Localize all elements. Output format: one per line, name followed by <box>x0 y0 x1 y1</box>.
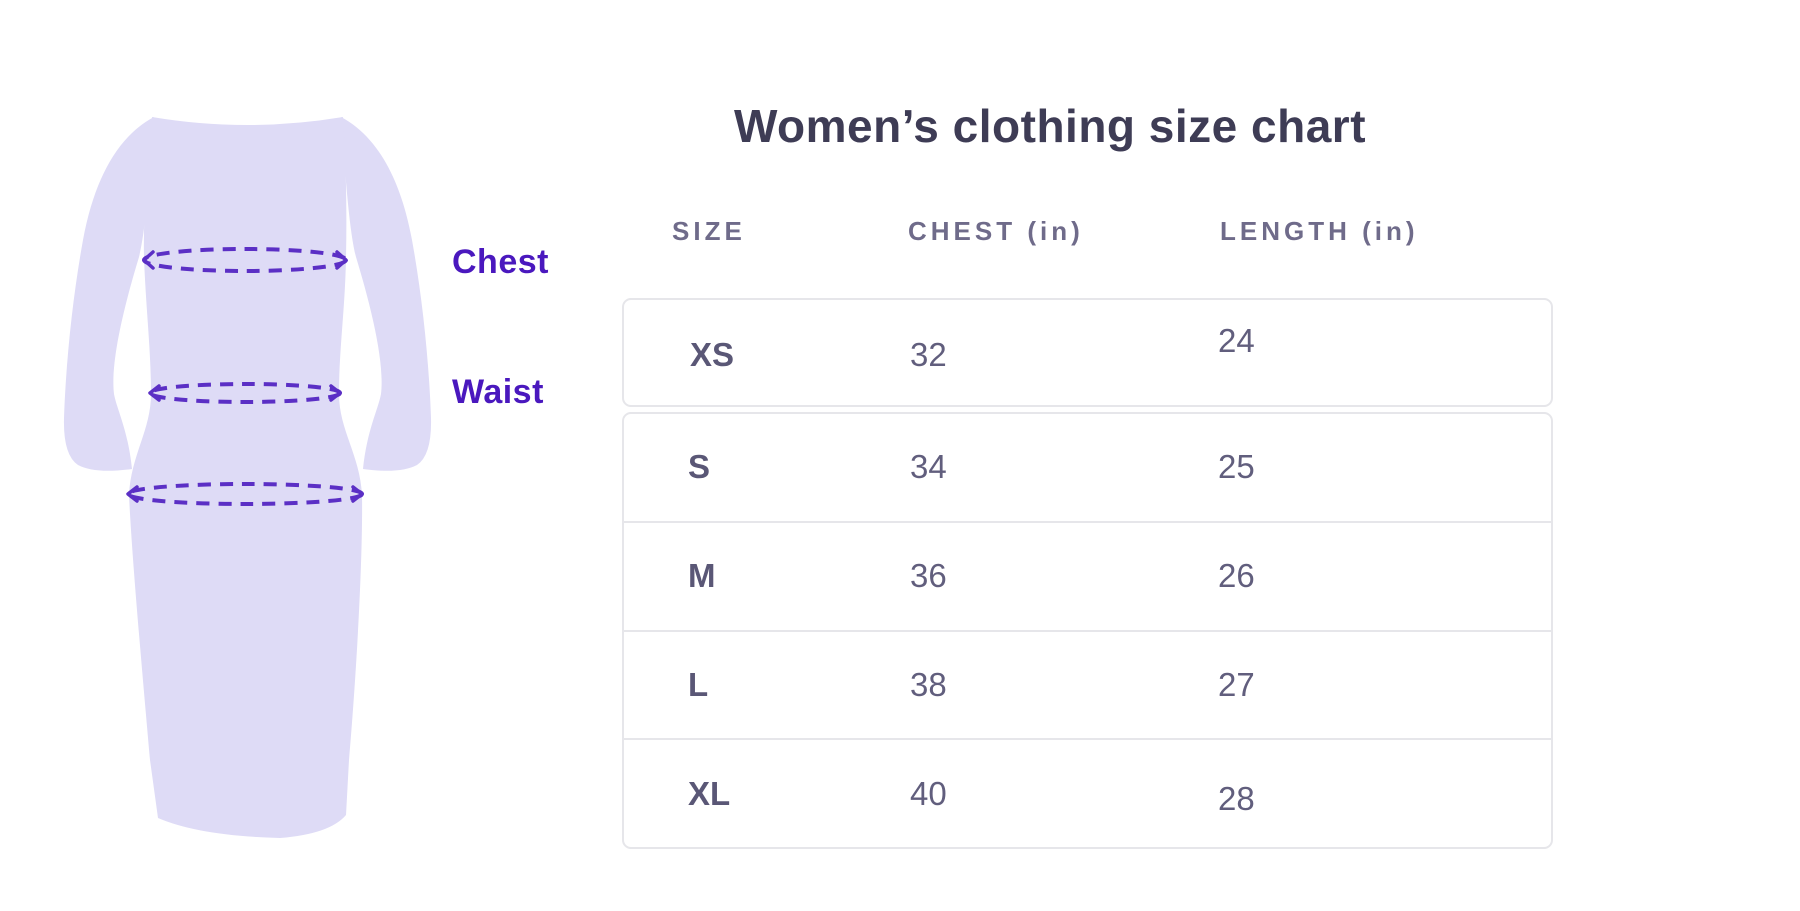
length-cell: 28 <box>1218 779 1255 817</box>
size-table-row-xs: XS 32 24 <box>622 298 1553 407</box>
table-row: XL 40 28 <box>624 738 1551 847</box>
chest-cell: 36 <box>910 557 947 595</box>
dress-body <box>129 117 363 838</box>
size-cell: XL <box>688 774 731 812</box>
size-table-rows: S 34 25 M 36 26 L 38 27 XL 40 28 <box>622 412 1553 849</box>
size-cell: XS <box>690 335 735 373</box>
table-row: XS 32 24 <box>624 300 1551 409</box>
column-header-length: LENGTH (in) <box>1220 216 1419 246</box>
chest-cell: 40 <box>910 774 947 812</box>
chest-cell: 32 <box>910 335 947 373</box>
page-title: Women’s clothing size chart <box>733 100 1367 152</box>
length-cell: 27 <box>1218 665 1255 703</box>
waist-measure-arrows <box>148 384 342 402</box>
size-cell: L <box>688 665 709 703</box>
chest-cell: 38 <box>910 665 947 703</box>
column-header-chest: CHEST (in) <box>908 216 1084 246</box>
size-cell: S <box>688 448 711 486</box>
dress-right-sleeve <box>341 117 432 471</box>
waist-label: Waist <box>452 373 544 411</box>
table-row: S 34 25 <box>624 414 1551 521</box>
hip-measure-arrows <box>126 485 364 503</box>
length-cell: 26 <box>1218 557 1255 595</box>
length-cell: 25 <box>1218 448 1255 486</box>
table-row: M 36 26 <box>624 520 1551 630</box>
chest-measure-arrows <box>142 250 348 270</box>
column-header-size: SIZE <box>672 216 746 246</box>
size-cell: M <box>688 557 716 595</box>
dress-left-sleeve <box>63 117 154 471</box>
table-row: L 38 27 <box>624 629 1551 739</box>
dress-illustration <box>63 117 432 838</box>
chest-cell: 34 <box>910 448 947 486</box>
length-cell: 24 <box>1218 321 1255 359</box>
chest-label: Chest <box>452 243 549 281</box>
